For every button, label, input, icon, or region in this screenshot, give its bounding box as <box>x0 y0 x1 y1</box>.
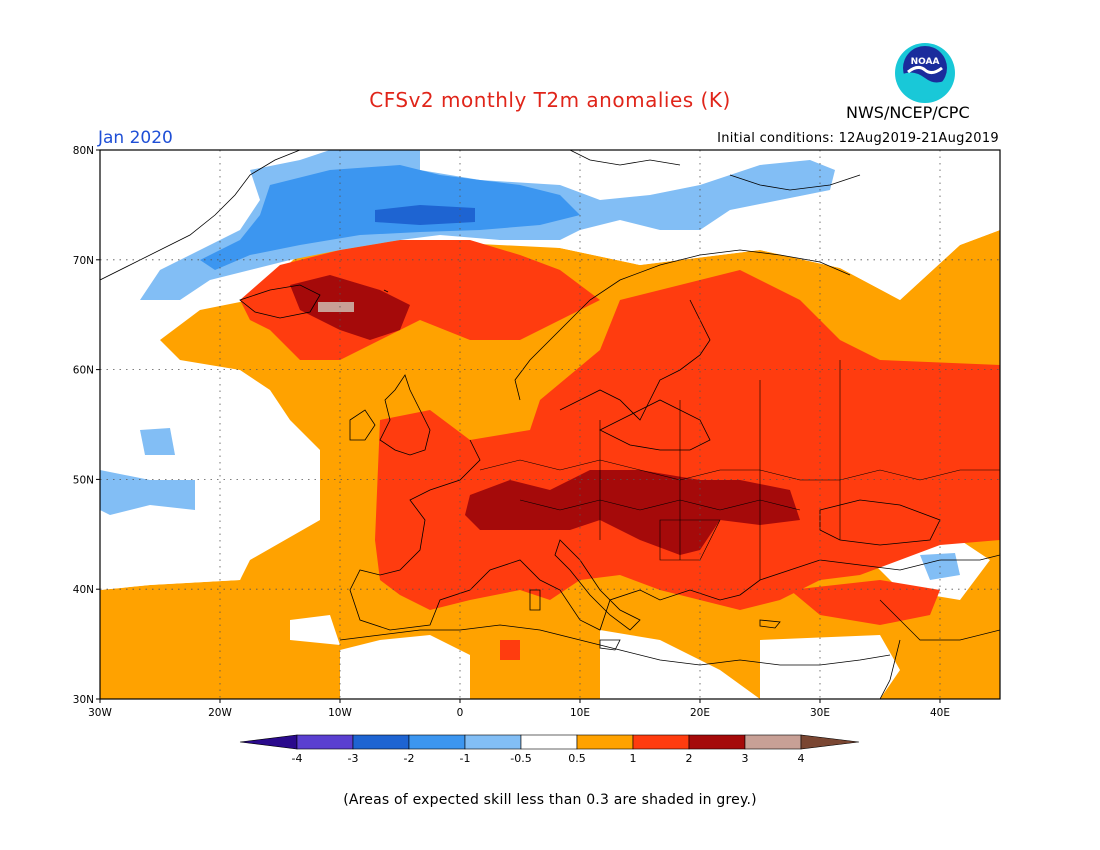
neutral-region-north-africa <box>290 540 990 699</box>
lat-tick-label: 50N <box>73 474 94 486</box>
colorbar-label: -4 <box>292 752 303 765</box>
colorbar-segment <box>296 734 354 750</box>
noaa-logo: NOAA <box>895 43 955 103</box>
colorbar-segment <box>464 734 522 750</box>
colorbar-label: -1 <box>460 752 471 765</box>
colorbar-label: 3 <box>742 752 749 765</box>
skill-footnote: (Areas of expected skill less than 0.3 a… <box>343 792 757 808</box>
colorbar-segment <box>632 734 690 750</box>
agency-label: NWS/NCEP/CPC <box>846 103 970 122</box>
colorbar-segment <box>744 734 802 750</box>
lon-tick-label: 30W <box>88 707 112 719</box>
warm-anomaly-3-4-spot <box>318 302 354 312</box>
map-gridlines <box>100 150 1000 699</box>
lon-tick-label: 20E <box>690 707 710 719</box>
colorbar-segment <box>688 734 746 750</box>
lat-tick-label: 60N <box>73 365 94 377</box>
neutral-region-atlantic <box>100 365 320 590</box>
colorbar-label: 2 <box>686 752 693 765</box>
lon-tick-label: 20W <box>208 707 232 719</box>
warm-anomaly-1-2-region <box>240 240 1000 660</box>
colorbar-label: 4 <box>798 752 805 765</box>
colorbar-label: -0.5 <box>510 752 531 765</box>
warm-anomaly-2-3-region <box>290 275 800 555</box>
colorbar-extend-low <box>239 734 298 750</box>
lat-tick-label: 40N <box>73 584 94 596</box>
lon-tick-label: 0 <box>457 707 464 719</box>
colorbar-extend-high <box>800 734 860 750</box>
anomaly-field <box>100 150 1000 699</box>
lon-tick-label: 40E <box>930 707 950 719</box>
colorbar-segment <box>520 734 578 750</box>
longitude-labels: 30W 20W 10W 0 10E 20E 30E 40E <box>88 699 950 719</box>
colorbar-segment <box>352 734 410 750</box>
cool-anomaly-2-3-region <box>375 205 475 225</box>
colorbar-segment <box>576 734 634 750</box>
colorbar-segment <box>408 734 466 750</box>
chart-title: CFSv2 monthly T2m anomalies (K) <box>369 88 731 112</box>
coastlines <box>100 150 1000 699</box>
lon-tick-label: 10W <box>328 707 352 719</box>
lon-tick-label: 10E <box>570 707 590 719</box>
map-frame <box>99 149 1001 700</box>
lon-tick-label: 30E <box>810 707 830 719</box>
lat-tick-label: 80N <box>73 145 94 157</box>
colorbar-label: 0.5 <box>568 752 586 765</box>
lat-tick-label: 70N <box>73 255 94 267</box>
lat-tick-label: 30N <box>73 694 94 706</box>
colorbar-label: -3 <box>348 752 359 765</box>
month-label: Jan 2020 <box>98 128 173 148</box>
latitude-labels: 80N 70N 60N 50N 40N 30N <box>73 145 100 706</box>
colorbar: -4 -3 -2 -1 -0.5 0.5 1 2 3 4 <box>239 734 860 765</box>
noaa-logo-text: NOAA <box>911 57 940 67</box>
cool-anomaly-0.5-1-region <box>100 150 960 580</box>
colorbar-label: -2 <box>404 752 415 765</box>
colorbar-label: 1 <box>630 752 637 765</box>
initial-conditions-label: Initial conditions: 12Aug2019-21Aug2019 <box>717 131 999 146</box>
